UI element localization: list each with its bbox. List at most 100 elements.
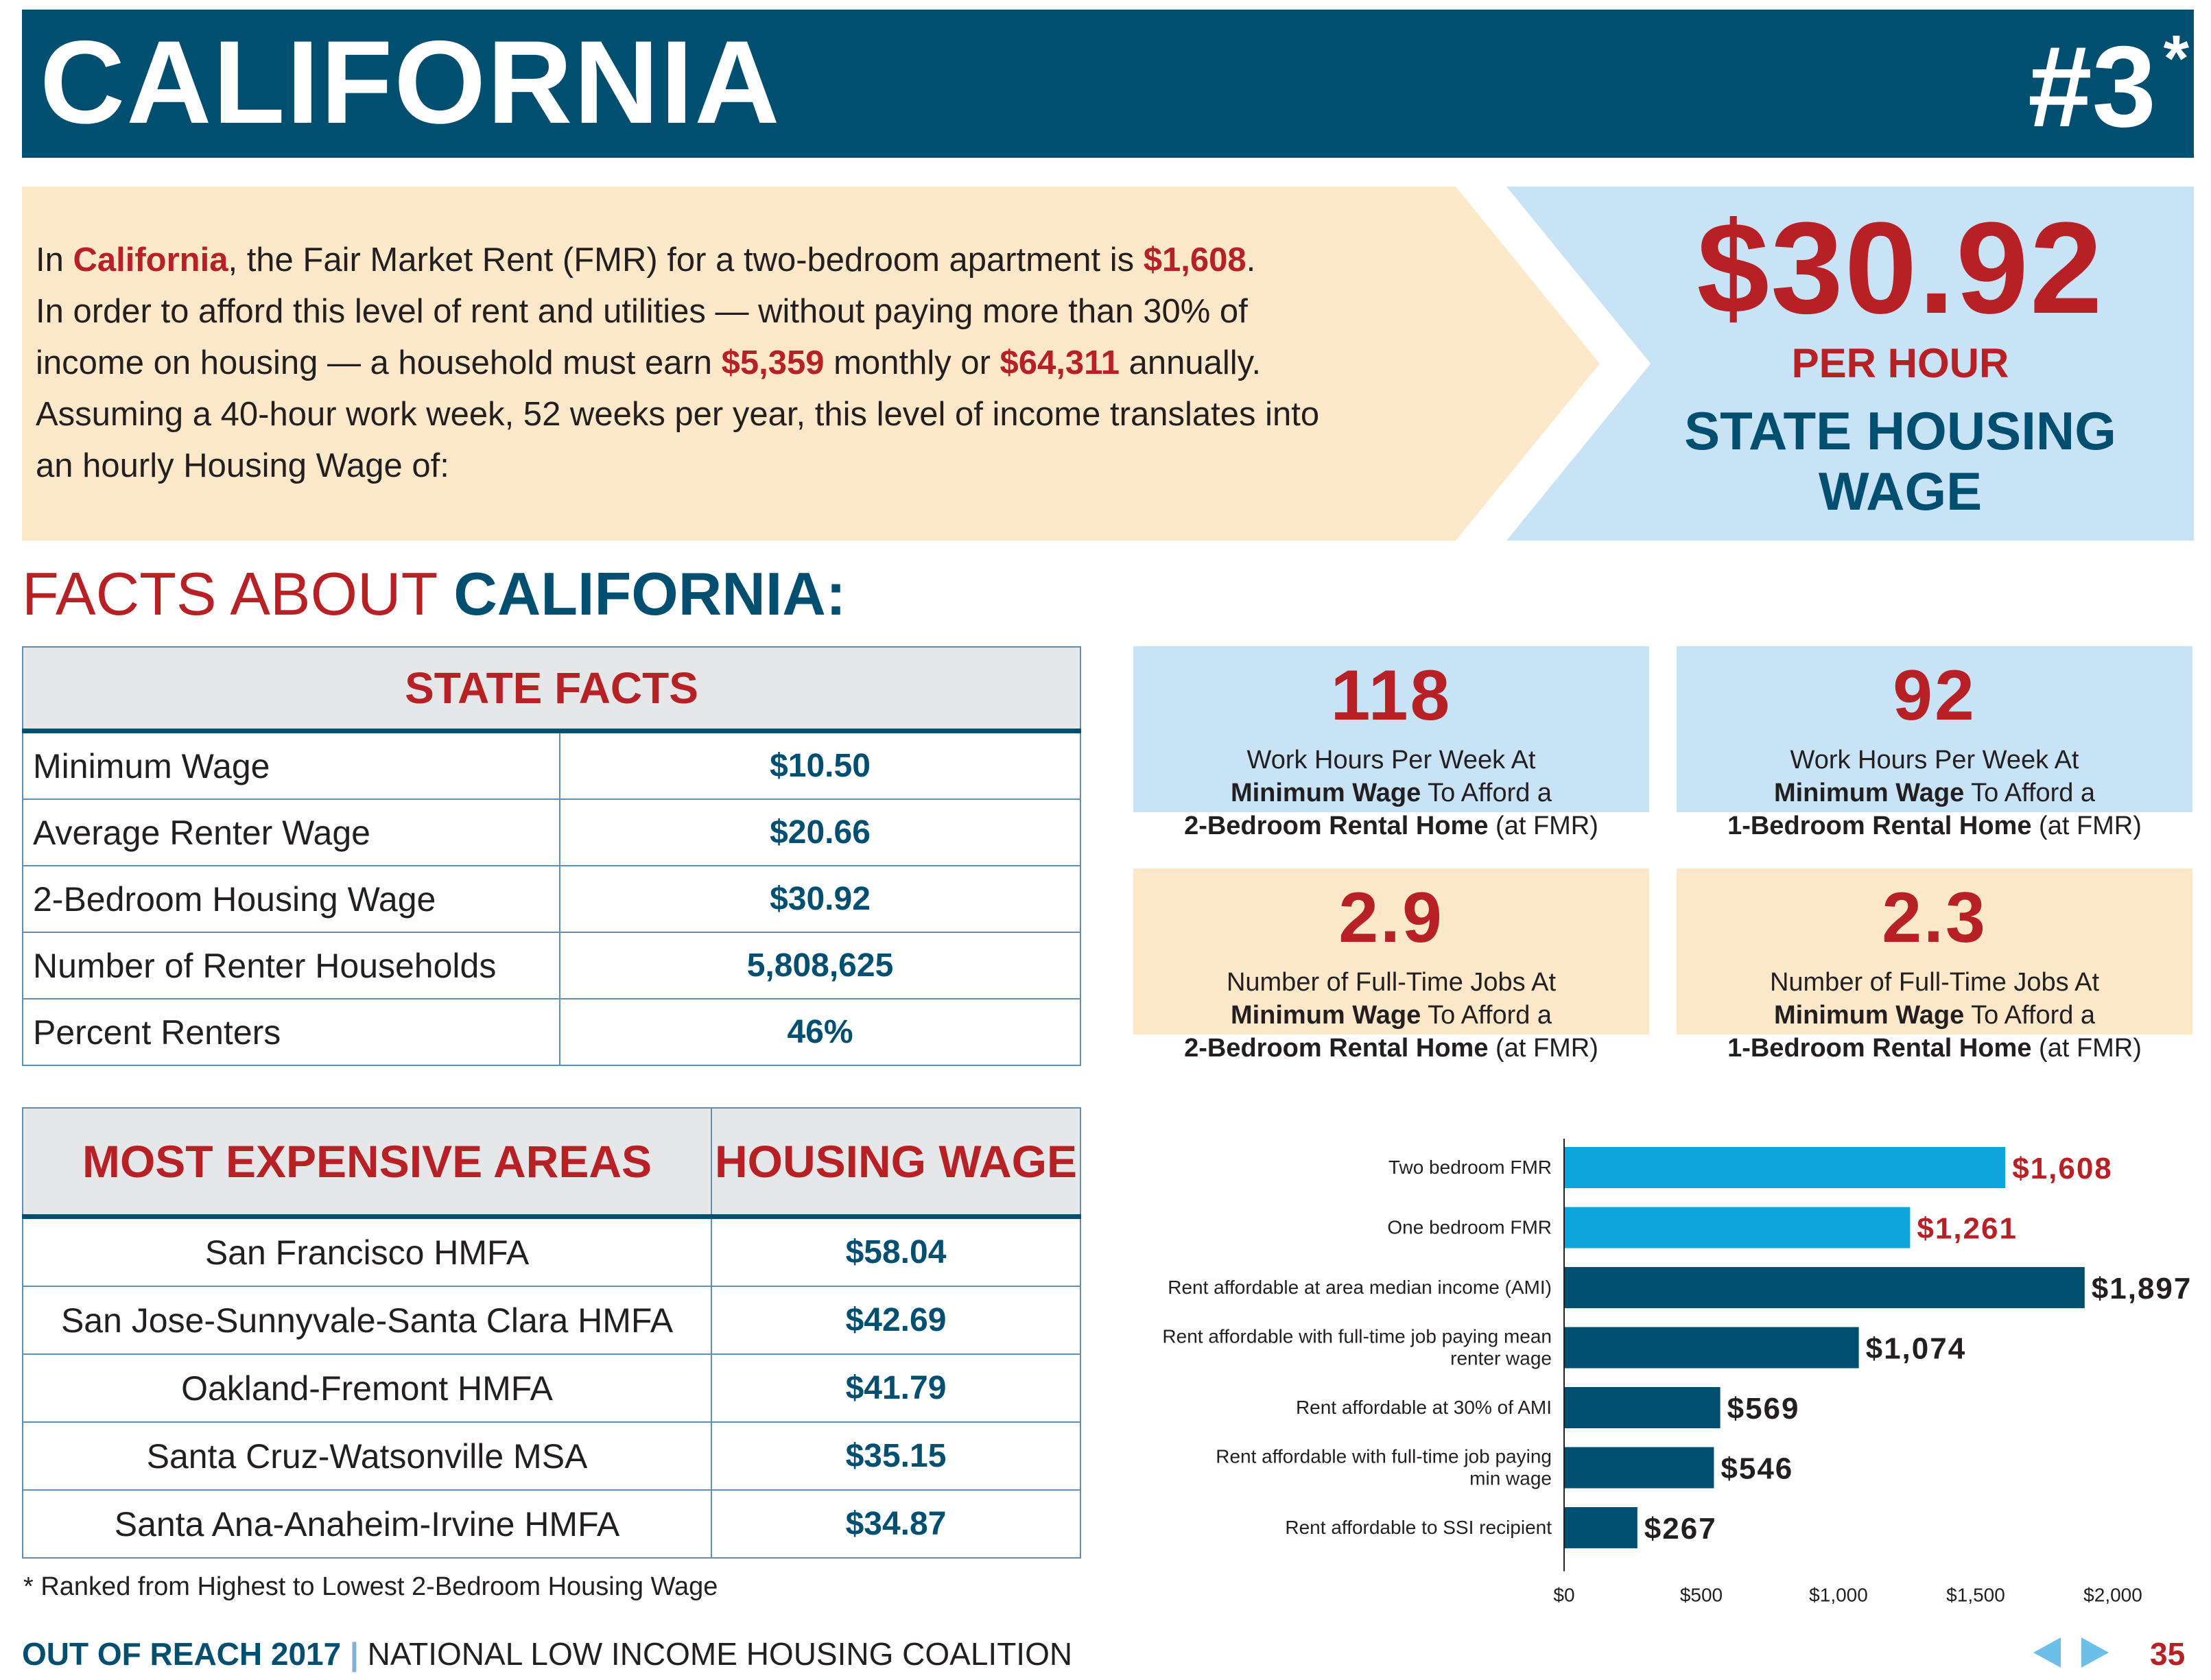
stat-line: To Afford a [1964,779,2096,807]
intro-text-6: annually. [1119,344,1262,381]
fact-label: Average Renter Wage [22,798,560,866]
state-facts-table: STATE FACTS Minimum Wage $10.50 Average R… [22,646,1081,1066]
chart-value-label: $1,608 [2012,1152,2113,1185]
chart-category-label: Rent affordable to SSI recipient [1285,1517,1552,1538]
intro-text-3: . [1246,241,1256,279]
area-wage: $34.87 [711,1489,1081,1559]
chart-category-label: One bedroom FMR [1387,1217,1552,1238]
stat-bold: Minimum Wage [1773,1001,1965,1030]
stat-bold: 2-Bedroom Rental Home [1184,1034,1489,1063]
stat-line: (at FMR) [2031,812,2142,840]
table-row: Santa Ana-Anaheim-Irvine HMFA $34.87 [22,1489,1081,1559]
intro-text-1: In [36,241,73,279]
intro-annual: $64,311 [1000,344,1120,381]
chart-bar [1564,1267,2085,1308]
chart-bar [1564,1447,1714,1489]
fact-value: $20.66 [559,798,1081,866]
next-page-arrow-icon[interactable] [2081,1637,2109,1668]
facts-heading-state: CALIFORNIA: [453,560,847,628]
chart-x-tick-label: $2,000 [2083,1585,2142,1606]
fact-value: 46% [559,998,1081,1066]
chart-value-label: $267 [1644,1512,1717,1546]
housing-wage-label-line1: STATE HOUSING [1684,401,2116,461]
intro-text-4: income on housing — a household must ear… [36,344,722,381]
chart-value-label: $1,074 [1866,1332,1967,1366]
table-row: Santa Cruz-Watsonville MSA $35.15 [22,1421,1081,1491]
footer-publication: OUT OF REACH 2017 | NATIONAL LOW INCOME … [22,1638,1072,1670]
publication-title: OUT OF REACH 2017 [22,1636,342,1672]
stat-number: 2.9 [1338,878,1444,958]
fact-label: Percent Renters [22,998,560,1066]
stat-line: To Afford a [1421,1001,1552,1030]
stat-line: (at FMR) [2031,1034,2142,1063]
stat-description: Work Hours Per Week At Minimum Wage To Af… [1677,744,2192,842]
table-row: San Jose-Sunnyvale-Santa Clara HMFA $42.6… [22,1286,1081,1355]
intro-monthly: $5,359 [721,344,825,381]
chart-category-label: Two bedroom FMR [1388,1157,1552,1178]
chart-x-tick-label: $500 [1680,1585,1723,1606]
facts-heading-prefix: FACTS ABOUT [22,560,454,628]
housing-wage-label: STATE HOUSING WAGE [1605,401,2195,521]
header-banner [22,10,2194,158]
stat-bold: 1-Bedroom Rental Home [1727,1034,2032,1063]
table-row: Minimum Wage $10.50 [22,730,1081,800]
stat-line: Work Hours Per Week At [1246,746,1536,774]
stat-line: Number of Full-Time Jobs At [1769,968,2100,997]
chart-value-label: $1,897 [2092,1272,2192,1305]
fact-value: 5,808,625 [559,932,1081,999]
footnote: * Ranked from Highest to Lowest 2-Bedroo… [23,1572,718,1601]
stat-box-hours-2br: 118 Work Hours Per Week At Minimum Wage T… [1133,646,1649,840]
fact-label: 2-Bedroom Housing Wage [22,865,560,933]
intro-fmr: $1,608 [1143,241,1246,279]
rank-footnote-marker: * [2163,22,2189,95]
chart-bar [1564,1327,1859,1369]
area-name: San Francisco HMFA [22,1216,712,1287]
area-wage: $35.15 [711,1421,1081,1491]
intro-line-2: In order to afford this level of rent an… [36,293,1248,330]
housing-wage-header: HOUSING WAGE [711,1107,1081,1219]
area-name: San Jose-Sunnyvale-Santa Clara HMFA [22,1286,712,1355]
chart-category-label: Rent affordable at 30% of AMI [1296,1397,1552,1418]
stat-line: Number of Full-Time Jobs At [1226,968,1557,997]
fact-value: $10.50 [559,730,1081,800]
stat-description: Number of Full-Time Jobs At Minimum Wage … [1133,966,1649,1065]
intro-paragraph: In California, the Fair Market Rent (FMR… [36,235,1545,492]
chart-value-label: $546 [1721,1452,1793,1486]
page-number: 35 [2150,1636,2186,1672]
stat-line: To Afford a [1964,1001,2096,1030]
housing-wage-panel [1506,187,2194,541]
table-row: Percent Renters 46% [22,998,1081,1066]
stat-box-jobs-1br: 2.3 Number of Full-Time Jobs At Minimum W… [1677,868,2192,1063]
chart-x-tick-label: $1,500 [1946,1585,2005,1606]
stat-line: (at FMR) [1488,812,1598,840]
chart-value-label: $569 [1727,1392,1800,1425]
stat-bold: 1-Bedroom Rental Home [1727,812,2032,840]
facts-heading: FACTS ABOUT CALIFORNIA: [22,564,846,624]
areas-header: MOST EXPENSIVE AREAS [22,1107,712,1219]
previous-page-arrow-icon[interactable] [2033,1637,2061,1668]
chart-bar [1564,1207,1911,1249]
intro-text-2: , the Fair Market Rent (FMR) for a two-b… [228,241,1144,279]
footer-separator: | [350,1636,359,1672]
chart-x-tick-label: $0 [1553,1585,1574,1606]
chart-value-label: $1,261 [1917,1212,2018,1246]
chart-category-label: renter wage [1450,1348,1552,1369]
stat-line: (at FMR) [1488,1034,1598,1063]
fact-value: $30.92 [559,865,1081,933]
chart-category-label: Rent affordable with full-time job payin… [1162,1326,1552,1347]
area-wage: $58.04 [711,1216,1081,1287]
chart-category-label: Rent affordable with full-time job payin… [1216,1446,1552,1467]
chart-bar [1564,1507,1637,1548]
area-name: Oakland-Fremont HMFA [22,1353,712,1423]
area-name: Santa Cruz-Watsonville MSA [22,1421,712,1491]
chart-bar [1564,1387,1721,1428]
chart-bar [1564,1147,2006,1188]
area-wage: $42.69 [711,1286,1081,1355]
stat-line: Work Hours Per Week At [1790,746,2079,774]
stat-number: 92 [1893,656,1976,735]
table-row: Average Renter Wage $20.66 [22,798,1081,866]
state-title: CALIFORNIA [40,16,781,148]
area-wage: $41.79 [711,1353,1081,1423]
state-facts-title: STATE FACTS [22,646,1081,733]
stat-bold: Minimum Wage [1230,1001,1421,1030]
